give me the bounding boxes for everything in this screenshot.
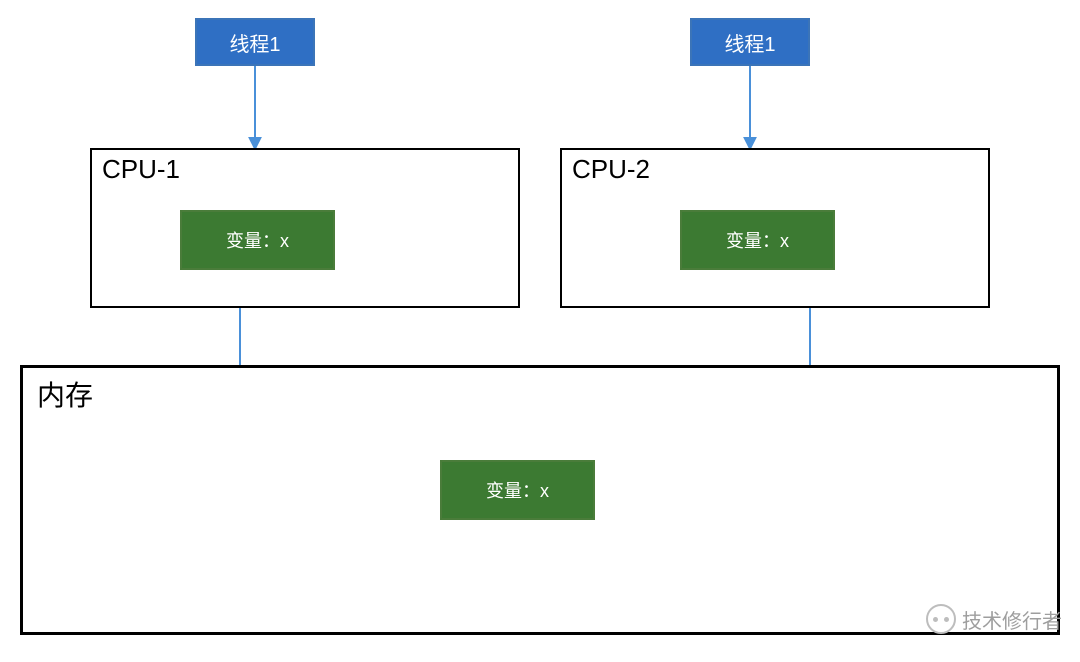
cpu-1-label: CPU-1 — [102, 154, 180, 185]
cpu-2-label: CPU-2 — [572, 154, 650, 185]
cpu-1-variable-label: 变量：x — [226, 227, 289, 253]
wechat-icon — [926, 604, 956, 634]
memory-variable-box: 变量：x — [440, 460, 595, 520]
thread-2-label: 线程1 — [724, 28, 775, 57]
thread-2-box: 线程1 — [690, 18, 810, 66]
watermark: 技术修行者 — [926, 604, 1062, 634]
thread-1-box: 线程1 — [195, 18, 315, 66]
cpu-2-variable-box: 变量：x — [680, 210, 835, 270]
cpu-2-variable-label: 变量：x — [726, 227, 789, 253]
memory-label: 内存 — [37, 374, 93, 414]
watermark-text: 技术修行者 — [962, 605, 1062, 634]
memory-variable-label: 变量：x — [486, 477, 549, 503]
thread-1-label: 线程1 — [229, 28, 280, 57]
cpu-1-variable-box: 变量：x — [180, 210, 335, 270]
